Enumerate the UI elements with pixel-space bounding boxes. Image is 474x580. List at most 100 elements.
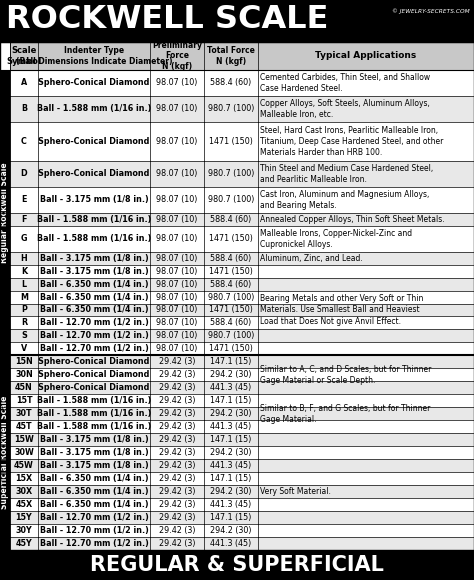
- Text: 1471 (150): 1471 (150): [209, 345, 253, 353]
- Bar: [10, 161, 474, 187]
- Bar: [10, 122, 474, 161]
- Text: 980.7 (100): 980.7 (100): [208, 169, 254, 178]
- Text: 98.07 (10): 98.07 (10): [156, 331, 198, 340]
- Text: 15W: 15W: [14, 435, 34, 444]
- Text: 98.07 (10): 98.07 (10): [156, 137, 198, 146]
- Text: M: M: [20, 292, 28, 302]
- Text: Ball - 6.350 mm (1/4 in.): Ball - 6.350 mm (1/4 in.): [40, 280, 148, 289]
- Text: 98.07 (10): 98.07 (10): [156, 267, 198, 276]
- Text: 98.07 (10): 98.07 (10): [156, 215, 198, 224]
- Text: L: L: [21, 280, 27, 289]
- Text: Malleable Irons, Copper-Nickel-Zinc and
Cupronickel Alloys.: Malleable Irons, Copper-Nickel-Zinc and …: [260, 229, 412, 249]
- Text: 29.42 (3): 29.42 (3): [159, 526, 195, 535]
- Text: 98.07 (10): 98.07 (10): [156, 104, 198, 114]
- Text: 29.42 (3): 29.42 (3): [159, 396, 195, 405]
- Text: Sphero-Conical Diamond: Sphero-Conical Diamond: [38, 357, 150, 367]
- Text: 98.07 (10): 98.07 (10): [156, 78, 198, 88]
- Bar: [0, 0, 474, 42]
- Text: 294.2 (30): 294.2 (30): [210, 487, 252, 496]
- Text: Sphero-Conical Diamond: Sphero-Conical Diamond: [38, 169, 150, 178]
- Text: 30W: 30W: [14, 448, 34, 457]
- Bar: [0, 70, 10, 356]
- Text: 29.42 (3): 29.42 (3): [159, 474, 195, 483]
- Text: 45Y: 45Y: [16, 539, 32, 548]
- Text: 98.07 (10): 98.07 (10): [156, 195, 198, 204]
- Text: Sphero-Conical Diamond: Sphero-Conical Diamond: [38, 383, 150, 392]
- Text: Regular Rockwell Scale: Regular Rockwell Scale: [0, 162, 9, 263]
- Text: 29.42 (3): 29.42 (3): [159, 435, 195, 444]
- Text: 29.42 (3): 29.42 (3): [159, 461, 195, 470]
- Text: 29.42 (3): 29.42 (3): [159, 422, 195, 432]
- Text: 147.1 (15): 147.1 (15): [210, 357, 252, 367]
- Text: C: C: [21, 137, 27, 146]
- Text: 45W: 45W: [14, 461, 34, 470]
- Text: 294.2 (30): 294.2 (30): [210, 526, 252, 535]
- Text: 147.1 (15): 147.1 (15): [210, 435, 252, 444]
- Text: Thin Steel and Medium Case Hardened Steel,
and Pearlitic Malleable Iron.: Thin Steel and Medium Case Hardened Stee…: [260, 164, 433, 184]
- Text: Ball - 1.588 mm (1/16 in.): Ball - 1.588 mm (1/16 in.): [37, 234, 151, 243]
- Text: Ball - 3.175 mm (1/8 in.): Ball - 3.175 mm (1/8 in.): [40, 253, 148, 263]
- Bar: [10, 356, 474, 368]
- Text: Cemented Carbides, Thin Steel, and Shallow
Case Hardened Steel.: Cemented Carbides, Thin Steel, and Shall…: [260, 73, 430, 93]
- Text: REGULAR & SUPERFICIAL: REGULAR & SUPERFICIAL: [90, 555, 384, 575]
- Text: 98.07 (10): 98.07 (10): [156, 169, 198, 178]
- Text: Sphero-Conical Diamond: Sphero-Conical Diamond: [38, 78, 150, 88]
- Text: K: K: [21, 267, 27, 276]
- Text: ROCKWELL SCALE: ROCKWELL SCALE: [6, 3, 328, 34]
- Text: 588.4 (60): 588.4 (60): [210, 318, 252, 328]
- Text: R: R: [21, 318, 27, 328]
- Bar: [0, 550, 474, 580]
- Text: 441.3 (45): 441.3 (45): [210, 383, 252, 392]
- Text: 1471 (150): 1471 (150): [209, 267, 253, 276]
- Bar: [10, 407, 474, 420]
- Text: Ball - 12.70 mm (1/2 in.): Ball - 12.70 mm (1/2 in.): [39, 331, 148, 340]
- Text: 294.2 (30): 294.2 (30): [210, 371, 252, 379]
- Text: G: G: [21, 234, 27, 243]
- Text: Ball - 12.70 mm (1/2 in.): Ball - 12.70 mm (1/2 in.): [39, 526, 148, 535]
- Text: 15T: 15T: [16, 396, 32, 405]
- Text: Ball - 1.588 mm (1/16 in.): Ball - 1.588 mm (1/16 in.): [37, 104, 151, 114]
- Text: © JEWELRY-SECRETS.COM: © JEWELRY-SECRETS.COM: [392, 8, 470, 14]
- Text: Ball - 12.70 mm (1/2 in.): Ball - 12.70 mm (1/2 in.): [39, 513, 148, 522]
- Text: Scale
Symbol: Scale Symbol: [7, 46, 41, 66]
- Text: Aluminum, Zinc, and Lead.: Aluminum, Zinc, and Lead.: [260, 253, 363, 263]
- Text: 980.7 (100): 980.7 (100): [208, 104, 254, 114]
- Text: 1471 (150): 1471 (150): [209, 137, 253, 146]
- Text: 980.7 (100): 980.7 (100): [208, 292, 254, 302]
- Text: D: D: [21, 169, 27, 178]
- Bar: [10, 187, 474, 213]
- Text: S: S: [21, 331, 27, 340]
- Text: Ball - 1.588 mm (1/16 in.): Ball - 1.588 mm (1/16 in.): [37, 409, 151, 418]
- Text: 294.2 (30): 294.2 (30): [210, 448, 252, 457]
- Bar: [0, 356, 10, 550]
- Text: 45N: 45N: [15, 383, 33, 392]
- Text: 441.3 (45): 441.3 (45): [210, 461, 252, 470]
- Bar: [10, 498, 474, 511]
- Bar: [10, 278, 474, 291]
- Text: Similar to A, C, and D Scales, but for Thinner
Gage Material or Scale Depth.: Similar to A, C, and D Scales, but for T…: [260, 365, 431, 385]
- Bar: [10, 70, 474, 96]
- Bar: [10, 433, 474, 446]
- Bar: [10, 446, 474, 459]
- Text: 29.42 (3): 29.42 (3): [159, 448, 195, 457]
- Text: 30Y: 30Y: [16, 526, 32, 535]
- Bar: [10, 511, 474, 524]
- Text: 588.4 (60): 588.4 (60): [210, 253, 252, 263]
- Text: 980.7 (100): 980.7 (100): [208, 195, 254, 204]
- Text: 98.07 (10): 98.07 (10): [156, 234, 198, 243]
- Bar: [10, 382, 474, 394]
- Bar: [10, 329, 474, 342]
- Text: Ball - 6.350 mm (1/4 in.): Ball - 6.350 mm (1/4 in.): [40, 474, 148, 483]
- Text: 588.4 (60): 588.4 (60): [210, 280, 252, 289]
- Text: 98.07 (10): 98.07 (10): [156, 253, 198, 263]
- Text: 45X: 45X: [16, 500, 33, 509]
- Text: H: H: [21, 253, 27, 263]
- Text: 29.42 (3): 29.42 (3): [159, 539, 195, 548]
- Text: Ball - 1.588 mm (1/16 in.): Ball - 1.588 mm (1/16 in.): [37, 215, 151, 224]
- Text: Ball - 6.350 mm (1/4 in.): Ball - 6.350 mm (1/4 in.): [40, 487, 148, 496]
- Text: Similar to B, F, and G Scales, but for Thinner
Gage Material.: Similar to B, F, and G Scales, but for T…: [260, 404, 430, 424]
- Text: 29.42 (3): 29.42 (3): [159, 513, 195, 522]
- Bar: [10, 485, 474, 498]
- Text: 29.42 (3): 29.42 (3): [159, 500, 195, 509]
- Text: 30T: 30T: [16, 409, 32, 418]
